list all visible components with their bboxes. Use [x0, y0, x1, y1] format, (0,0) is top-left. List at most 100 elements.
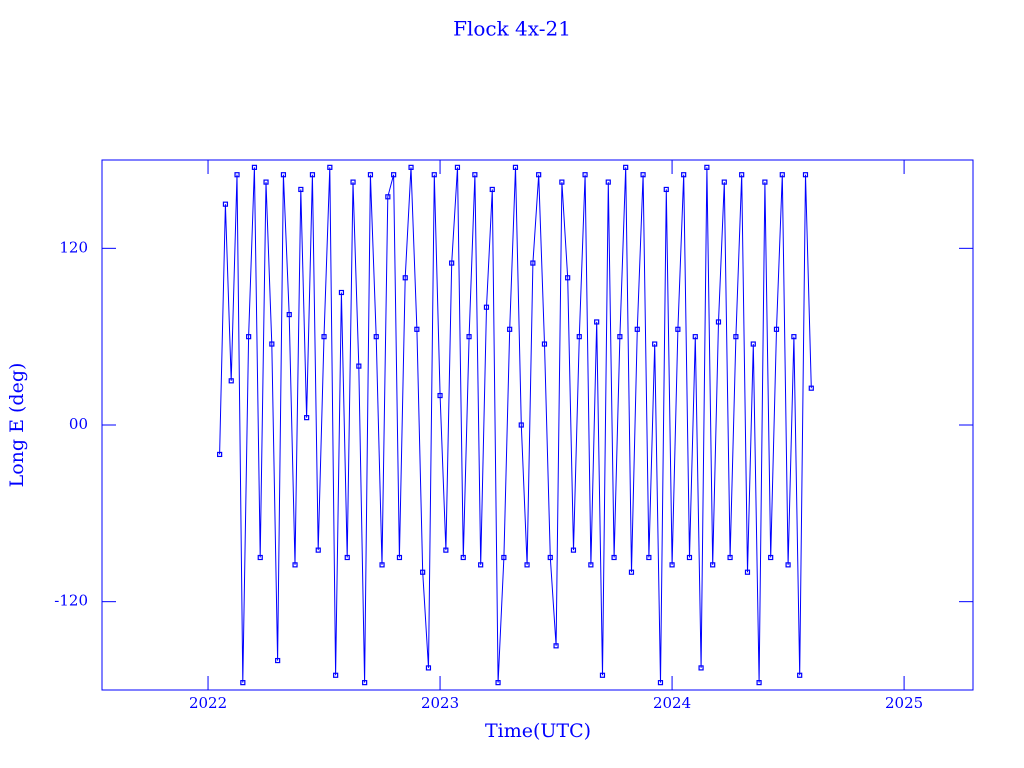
data-point: [257, 554, 263, 561]
y-tick-label: 00: [69, 415, 88, 433]
x-tick-label: 2022: [189, 694, 227, 712]
plot-frame: [101, 159, 974, 691]
data-point: [246, 334, 252, 340]
data-point: [652, 341, 658, 347]
y-tick-label: -120: [54, 592, 88, 610]
data-point: [547, 554, 553, 561]
data-point: [234, 172, 240, 178]
data-point: [379, 562, 385, 568]
x-axis-label: Time(UTC): [485, 720, 591, 742]
x-tick-label: 2025: [885, 694, 923, 712]
data-point: [779, 172, 785, 178]
data-point: [420, 569, 426, 575]
data-point: [286, 311, 292, 318]
data-point: [501, 554, 507, 561]
data-point: [588, 562, 594, 568]
data-point: [599, 672, 606, 678]
data-point: [623, 164, 629, 170]
data-point: [402, 275, 408, 281]
data-point: [333, 672, 339, 678]
chart-title: Flock 4x-21: [453, 17, 571, 41]
data-point: [309, 172, 316, 178]
data-point: [518, 422, 524, 428]
data-point: [240, 680, 246, 686]
data-point: [605, 179, 611, 185]
data-point: [536, 172, 542, 178]
data-point: [217, 451, 223, 458]
x-tick-label: 2024: [653, 694, 691, 712]
data-point: [431, 172, 437, 178]
data-point: [507, 326, 513, 332]
data-point: [704, 164, 710, 170]
data-point: [356, 363, 362, 369]
data-point: [385, 194, 391, 200]
data-point: [628, 569, 635, 575]
data-point: [512, 164, 519, 170]
data-point: [576, 334, 582, 340]
data-point: [646, 554, 652, 561]
data-point: [425, 665, 432, 671]
data-point: [773, 326, 780, 332]
data-point: [524, 562, 530, 568]
data-line: [219, 167, 812, 683]
data-point: [785, 562, 791, 568]
data-point: [321, 334, 327, 340]
data-point: [443, 547, 449, 553]
data-point: [686, 554, 693, 561]
data-point: [489, 186, 495, 193]
data-point: [472, 172, 478, 178]
data-point: [367, 172, 374, 178]
x-tick-label: 2023: [421, 694, 459, 712]
data-point: [292, 562, 298, 568]
data-point: [495, 680, 501, 686]
data-point: [768, 554, 774, 561]
data-point: [681, 172, 687, 178]
data-point: [298, 186, 304, 193]
data-point: [280, 172, 287, 178]
data-point: [338, 289, 345, 296]
data-point: [698, 665, 704, 671]
data-point: [391, 172, 397, 178]
data-point: [663, 186, 669, 193]
data-point: [657, 680, 664, 686]
data-point: [466, 334, 472, 340]
data-point: [344, 554, 350, 561]
data-point: [530, 260, 536, 266]
data-point: [750, 341, 756, 347]
data-point: [327, 164, 333, 170]
data-point: [315, 547, 321, 553]
data-point: [228, 378, 234, 384]
data-point: [414, 326, 420, 332]
data-point: [634, 326, 640, 332]
data-point: [396, 554, 403, 561]
data-point: [744, 569, 751, 575]
data-point: [721, 179, 727, 185]
data-point: [263, 179, 269, 185]
data-point: [640, 172, 646, 178]
data-point: [304, 415, 310, 421]
data-point: [582, 172, 588, 178]
data-point: [570, 547, 577, 553]
data-point: [553, 643, 559, 649]
data-point: [350, 179, 356, 185]
data-point: [251, 164, 258, 170]
data-point: [715, 319, 722, 325]
data-point: [565, 275, 571, 281]
data-point: [727, 554, 733, 561]
data-point: [762, 179, 768, 185]
data-point: [675, 326, 681, 332]
data-point: [802, 172, 809, 178]
data-point: [611, 554, 617, 561]
data-point: [559, 179, 565, 185]
data-point: [373, 334, 379, 340]
data-point: [756, 680, 762, 686]
y-axis-label: Long E (deg): [6, 363, 28, 488]
data-point: [408, 164, 414, 170]
data-point: [808, 385, 814, 391]
data-point: [739, 172, 745, 178]
data-point: [275, 657, 281, 664]
y-tick-label: 120: [59, 238, 88, 256]
data-point: [541, 341, 548, 347]
